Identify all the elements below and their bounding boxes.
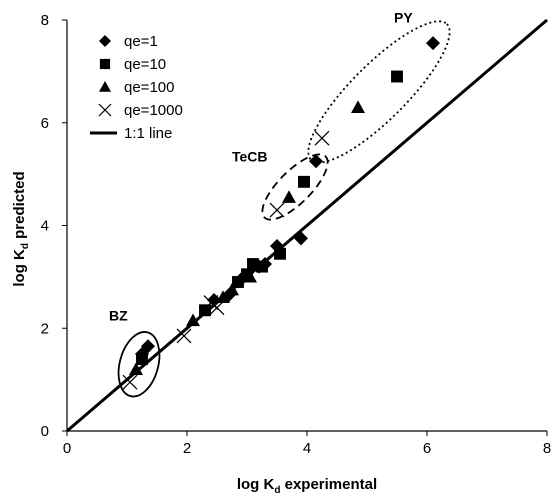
point-qe-10 bbox=[136, 353, 148, 366]
legend: qe=1 qe=10 qe=100 qe=1000 1:1 line bbox=[90, 33, 183, 142]
x-tick-label: 0 bbox=[63, 440, 71, 457]
y-tick-label: 8 bbox=[41, 12, 49, 29]
point-qe-1000 bbox=[203, 295, 219, 310]
legend-label: 1:1 line bbox=[124, 125, 172, 142]
annotations: PY TeCB BZ bbox=[109, 10, 413, 324]
point-qe-10 bbox=[391, 70, 403, 83]
y-tick-label: 2 bbox=[41, 320, 49, 337]
point-qe-100 bbox=[129, 362, 143, 375]
legend-marker-qe-1000-stroke bbox=[98, 103, 112, 117]
y-axis-label-rest: predicted bbox=[11, 171, 28, 243]
point-qe-10 bbox=[199, 304, 211, 317]
point-qe-10 bbox=[247, 258, 259, 270]
point-qe-10 bbox=[298, 175, 310, 188]
ellipse-bz bbox=[117, 331, 161, 398]
x-axis-label: log Kd experimental bbox=[237, 476, 377, 493]
x-axis-label-main: log K bbox=[237, 476, 275, 493]
point-qe-100 bbox=[351, 100, 365, 113]
x-tick-label: 8 bbox=[543, 440, 551, 457]
point-qe-100 bbox=[282, 190, 296, 203]
point-qe-10 bbox=[241, 268, 253, 281]
point-qe-100 bbox=[186, 313, 200, 327]
legend-marker-qe-1 bbox=[99, 35, 111, 47]
legend-label: qe=1000 bbox=[124, 102, 183, 119]
x-axis-label-rest: experimental bbox=[280, 476, 377, 493]
point-qe-10 bbox=[274, 247, 286, 260]
point-qe-100 bbox=[216, 290, 230, 304]
point-qe-1 bbox=[309, 154, 323, 169]
legend-marker-qe-100 bbox=[99, 81, 111, 92]
x-tick-label: 2 bbox=[183, 440, 191, 457]
point-qe-1000-stroke bbox=[314, 130, 330, 146]
legend-marker-qe-10 bbox=[99, 58, 111, 70]
y-axis-label-main: log K bbox=[11, 249, 28, 287]
legend-marker-qe-1000 bbox=[98, 103, 112, 117]
point-qe-1 bbox=[294, 231, 308, 246]
point-qe-1000 bbox=[269, 202, 285, 218]
point-qe-1000-stroke bbox=[203, 295, 219, 310]
point-qe-1 bbox=[426, 36, 440, 51]
annotation-tecb: TeCB bbox=[232, 148, 268, 164]
point-qe-1000-stroke bbox=[176, 328, 192, 344]
x-tick-label: 4 bbox=[303, 440, 311, 457]
point-qe-10 bbox=[232, 276, 244, 288]
x-tick-label: 6 bbox=[423, 440, 431, 457]
point-qe-10 bbox=[256, 260, 268, 273]
point-qe-100 bbox=[225, 282, 239, 296]
y-tick-label: 6 bbox=[41, 115, 49, 132]
ellipse-py bbox=[307, 20, 451, 164]
point-qe-1000-stroke bbox=[122, 374, 138, 390]
legend-label: qe=1 bbox=[124, 33, 158, 50]
point-qe-1000-stroke bbox=[209, 300, 225, 316]
point-qe-1000 bbox=[314, 130, 330, 146]
annotation-py: PY bbox=[394, 10, 413, 26]
point-qe-1000 bbox=[122, 374, 138, 390]
point-qe-1000 bbox=[209, 300, 225, 316]
y-tick-label: 0 bbox=[41, 423, 49, 440]
highlight-ellipses bbox=[117, 20, 451, 398]
tick-labels: 0 2 4 6 8 0 2 4 6 8 bbox=[41, 12, 552, 457]
y-tick-label: 4 bbox=[41, 218, 49, 235]
legend-label: qe=100 bbox=[124, 79, 174, 96]
legend-label: qe=10 bbox=[124, 56, 166, 73]
data-points bbox=[122, 36, 440, 390]
x-axis-label-sub: d bbox=[274, 485, 280, 493]
point-qe-100 bbox=[243, 269, 257, 283]
point-qe-1000 bbox=[176, 328, 192, 344]
point-qe-1000-stroke bbox=[269, 202, 285, 218]
annotation-bz: BZ bbox=[109, 308, 128, 324]
y-axis-label-sub: d bbox=[20, 243, 31, 249]
ellipse-tecb bbox=[261, 153, 329, 221]
y-axis-label: log Kd predicted bbox=[11, 171, 31, 286]
